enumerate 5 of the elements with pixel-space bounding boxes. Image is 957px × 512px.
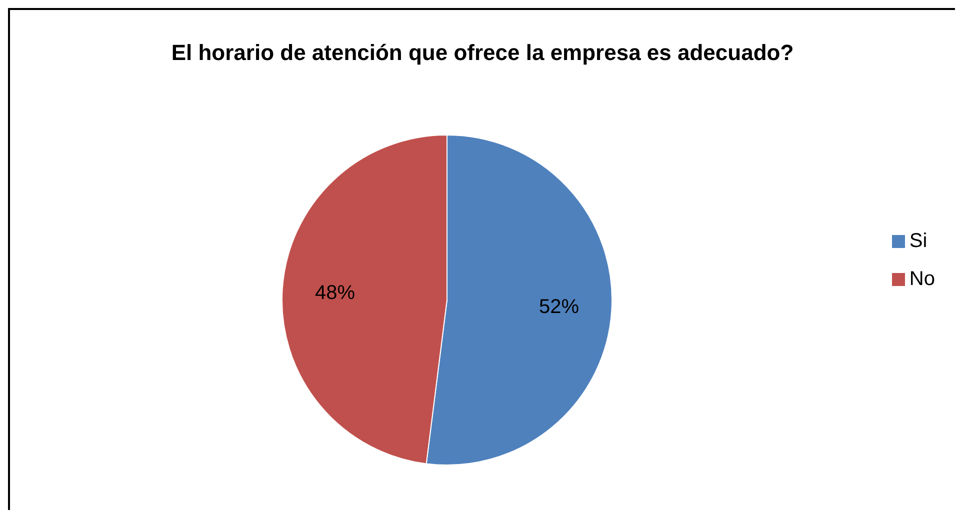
data-label: 48%	[315, 282, 356, 304]
legend-label: Si	[909, 230, 928, 252]
chart-title: El horario de atención que ofrece la empresa es adecuado?	[170, 40, 795, 66]
legend-label: No	[909, 268, 935, 290]
data-label: 52%	[538, 296, 580, 318]
